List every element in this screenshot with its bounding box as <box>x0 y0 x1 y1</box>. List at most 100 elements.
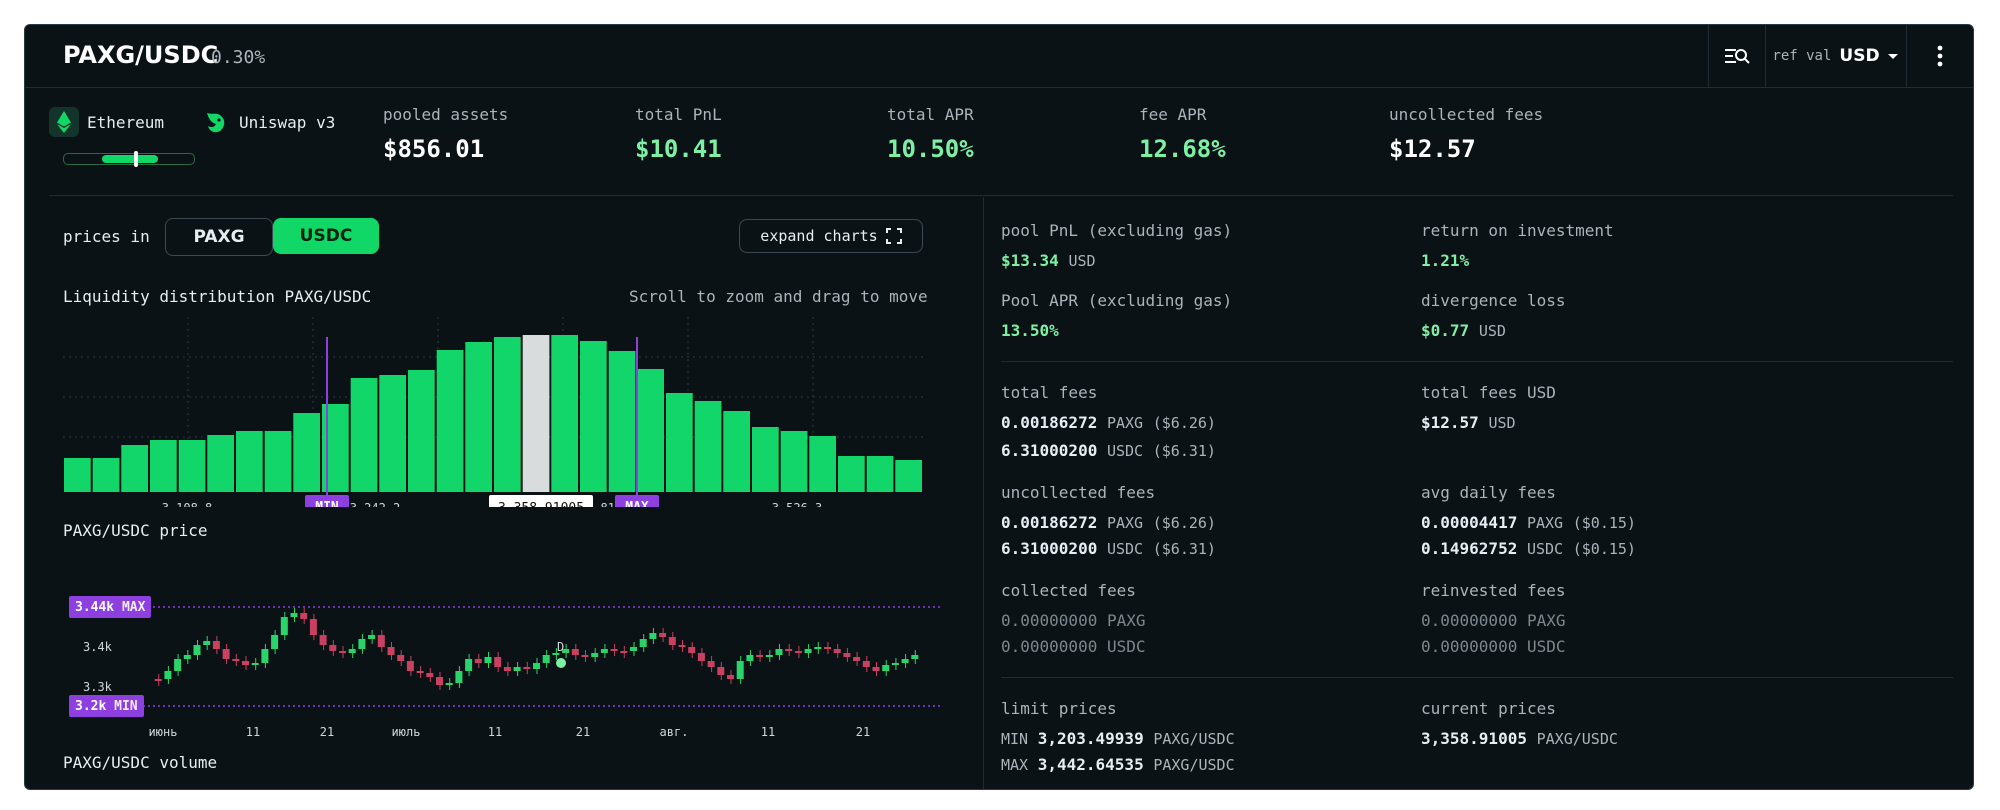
avg-daily-fees-paxg: 0.00004417 PAXG ($0.15) <box>1421 513 1636 532</box>
candle <box>668 637 676 645</box>
max-tag-bg <box>615 495 659 507</box>
liquidity-bar <box>780 431 808 492</box>
summary-value: $12.57 <box>1389 135 1476 163</box>
divergence-label: divergence loss <box>1421 291 1566 310</box>
liquidity-title: Liquidity distribution PAXG/USDC <box>63 287 372 306</box>
max-tag: MAX <box>625 500 649 507</box>
divider <box>1001 677 1953 678</box>
candle <box>697 653 705 661</box>
roi-label: return on investment <box>1421 221 1614 240</box>
price-max-tag: 3.44k MAX <box>69 596 152 618</box>
candle <box>251 663 259 665</box>
limit-price-min: MIN 3,203.49939 PAXG/USDC <box>1001 729 1235 748</box>
total-fees-label: total fees <box>1001 383 1098 402</box>
min-tag: MIN <box>315 500 339 507</box>
liquidity-hint: Scroll to zoom and drag to move <box>629 287 928 306</box>
uniswap-icon <box>201 107 231 137</box>
total-fees-usdc: 6.31000200 USDC ($6.31) <box>1001 441 1216 460</box>
summary-value: 10.50% <box>887 135 974 163</box>
liquidity-bar <box>379 375 406 492</box>
candle <box>513 667 521 671</box>
current-price-tag-bg <box>489 495 593 507</box>
volume-chart-title: PAXG/USDC volume <box>63 753 218 772</box>
liquidity-bar <box>408 370 435 492</box>
liquidity-bar <box>178 440 206 492</box>
candle <box>542 655 550 663</box>
ref-val-select[interactable]: ref val USD <box>1765 25 1906 87</box>
price-x-tick: 21 <box>856 725 870 739</box>
candle <box>756 655 764 657</box>
candle <box>300 613 308 619</box>
candle <box>833 649 841 653</box>
candle <box>630 647 637 651</box>
liquidity-bar <box>608 351 636 492</box>
candle <box>436 677 443 685</box>
candle <box>174 659 182 671</box>
uncollected-fees-usdc: 6.31000200 USDC ($6.31) <box>1001 539 1216 558</box>
pool-pnl-label: pool PnL (excluding gas) <box>1001 221 1233 240</box>
liquidity-tick-label: 3,108.8 <box>162 501 213 507</box>
candle <box>746 655 754 661</box>
liquidity-bar <box>637 369 664 492</box>
panel-header: PAXG/USDC 0.30% ref val USD <box>25 25 1973 88</box>
liquidity-bar <box>809 436 836 492</box>
liquidity-bar <box>551 335 578 492</box>
current-price-value: 3,358.91005 PAXG/USDC <box>1421 729 1618 748</box>
ref-val-label: ref val <box>1772 48 1832 64</box>
candle <box>358 639 366 649</box>
candle <box>591 653 599 657</box>
pool-apr-label: Pool APR (excluding gas) <box>1001 291 1233 310</box>
candle <box>348 649 356 653</box>
price-x-tick: июль <box>392 725 421 739</box>
candle <box>600 649 608 653</box>
limit-price-max: MAX 3,442.64535 PAXG/USDC <box>1001 755 1235 774</box>
candle <box>416 671 424 673</box>
candle <box>717 667 725 675</box>
liquidity-chart[interactable]: 3,108.83,242.281.23,526.3MINMAX3,358.910… <box>63 317 923 507</box>
candle <box>503 667 511 671</box>
liquidity-bar <box>121 445 148 492</box>
candle <box>164 671 172 679</box>
candle <box>232 659 240 661</box>
ref-currency: USD <box>1839 46 1880 66</box>
price-y-tick: 3.3k <box>83 680 113 694</box>
more-button[interactable] <box>1906 25 1973 87</box>
liquidity-bar <box>64 458 91 492</box>
candle <box>455 671 463 683</box>
prices-in-usdc-button[interactable]: USDC <box>273 218 379 254</box>
price-x-tick: 21 <box>576 725 590 739</box>
current-price-tag: 3,358.91005 <box>498 501 584 507</box>
collected-fees-label: collected fees <box>1001 581 1136 600</box>
limit-prices-label: limit prices <box>1001 699 1117 718</box>
candle <box>261 649 269 663</box>
divider <box>49 195 1953 196</box>
expand-charts-button[interactable]: expand charts <box>739 219 923 253</box>
candle <box>242 661 249 665</box>
current-prices-label: current prices <box>1421 699 1556 718</box>
candle <box>377 635 385 647</box>
uncollected-fees-label: uncollected fees <box>1001 483 1156 502</box>
candle <box>290 613 298 617</box>
candle <box>571 649 579 655</box>
summary-value: 12.68% <box>1139 135 1226 163</box>
fee-tier: 0.30% <box>211 47 266 68</box>
candle <box>319 635 327 645</box>
candle <box>445 683 453 685</box>
liquidity-bar <box>207 435 234 492</box>
filter-button[interactable] <box>1708 25 1765 87</box>
divergence-value: $0.77 USD <box>1421 321 1506 340</box>
candle <box>649 633 657 639</box>
reinvested-fees-paxg: 0.00000000 PAXG <box>1421 611 1566 630</box>
expand-icon <box>885 228 902 244</box>
candle <box>280 617 288 635</box>
prices-in-paxg-button[interactable]: PAXG <box>165 218 273 256</box>
candle <box>901 659 909 663</box>
pair-title: PAXG/USDC <box>63 41 219 69</box>
candle <box>562 649 570 653</box>
candle <box>406 661 414 671</box>
candle <box>339 651 346 653</box>
candle <box>271 635 279 649</box>
candle <box>785 649 793 651</box>
candle <box>387 647 395 655</box>
